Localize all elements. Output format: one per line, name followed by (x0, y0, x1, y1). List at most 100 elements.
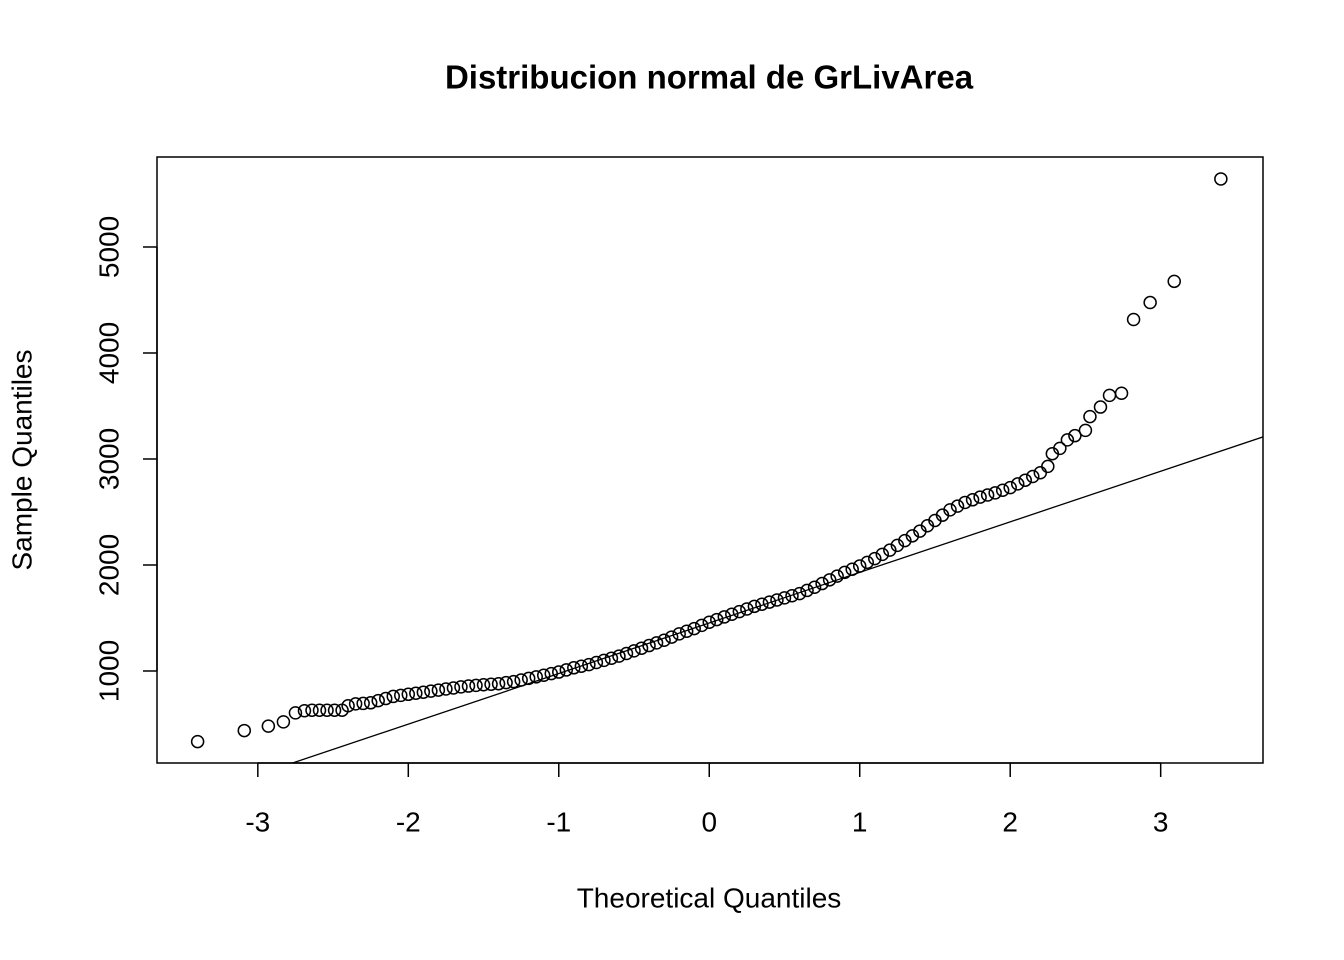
point (431, 683, 446, 697)
y-tick-label: 3000 (93, 428, 124, 490)
point (762, 595, 777, 609)
point (1003, 480, 1017, 495)
point (446, 681, 461, 695)
point (898, 533, 912, 548)
x-tick-label: 3 (1153, 806, 1169, 837)
point (694, 618, 709, 633)
point (965, 493, 980, 507)
point (958, 495, 972, 510)
point (672, 627, 686, 641)
point (822, 573, 837, 587)
point (327, 703, 342, 717)
point (725, 607, 739, 622)
point (732, 604, 747, 619)
point (890, 538, 905, 553)
point (710, 612, 724, 627)
point (1053, 441, 1067, 456)
point (950, 499, 965, 513)
point (792, 586, 807, 601)
point (1143, 295, 1157, 310)
point (237, 723, 252, 738)
plot-frame (156, 156, 1264, 764)
point (852, 559, 867, 573)
chart-title: Distribucion normal de GrLivArea (445, 59, 974, 96)
point (499, 675, 513, 690)
point (491, 676, 506, 691)
point (868, 551, 882, 566)
point (424, 684, 438, 698)
point (747, 599, 762, 614)
point (905, 529, 920, 543)
point (394, 688, 408, 703)
point (348, 697, 363, 711)
point (634, 641, 649, 655)
y-tick-label: 2000 (93, 534, 124, 596)
point (642, 638, 656, 653)
point (845, 562, 859, 576)
point (386, 689, 400, 704)
point (597, 653, 611, 668)
y-tick-label: 4000 (93, 322, 124, 384)
point (973, 490, 987, 504)
y-axis-label: Sample Quantiles (6, 349, 37, 570)
point (1214, 172, 1228, 186)
x-tick-label: -3 (245, 806, 270, 837)
point (1126, 312, 1141, 327)
point (439, 682, 453, 696)
point (356, 696, 370, 711)
point (785, 588, 799, 603)
point (1033, 466, 1048, 480)
point (777, 591, 792, 605)
point (627, 644, 641, 658)
point (1068, 428, 1082, 443)
point (995, 483, 1010, 498)
point (1060, 433, 1075, 447)
point (875, 547, 890, 562)
point (589, 655, 604, 670)
point (770, 593, 784, 607)
point (506, 674, 521, 689)
point (830, 569, 844, 583)
point (664, 630, 679, 644)
point (469, 678, 483, 693)
point (717, 610, 732, 624)
point (416, 685, 431, 699)
point (401, 687, 416, 702)
reference-line (290, 436, 1263, 763)
point (1114, 386, 1129, 401)
point (815, 576, 829, 591)
point (261, 719, 276, 733)
point (980, 488, 995, 502)
y-tick-label: 5000 (93, 216, 124, 278)
point (312, 703, 327, 717)
point (604, 651, 619, 666)
point (536, 668, 551, 682)
point (755, 597, 769, 611)
point (1026, 469, 1040, 484)
point (320, 703, 334, 717)
point (297, 703, 312, 718)
point (883, 543, 897, 557)
point (484, 677, 498, 691)
point (1078, 423, 1093, 438)
point (574, 659, 589, 673)
x-tick-label: 1 (852, 806, 868, 837)
point (679, 624, 694, 638)
point (1167, 274, 1181, 289)
point (305, 703, 319, 717)
point (702, 615, 716, 629)
point (860, 555, 874, 570)
point (461, 679, 476, 693)
point (1018, 473, 1032, 487)
x-tick-label: 2 (1002, 806, 1018, 837)
point (276, 715, 291, 729)
point (371, 693, 385, 708)
point (341, 699, 355, 713)
point (552, 665, 566, 679)
point (476, 678, 491, 692)
point (657, 633, 671, 648)
point (521, 671, 536, 686)
point (1102, 388, 1117, 403)
